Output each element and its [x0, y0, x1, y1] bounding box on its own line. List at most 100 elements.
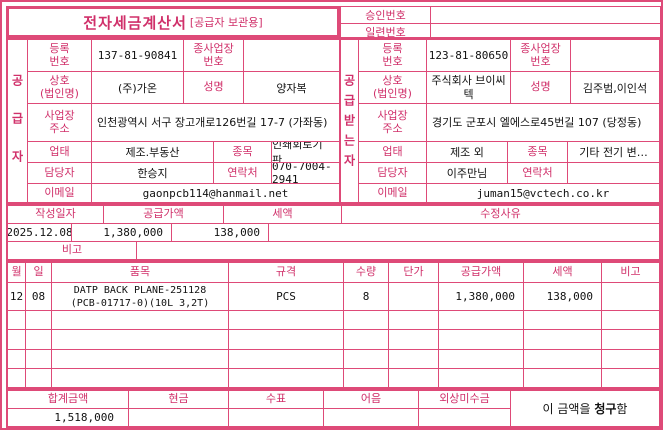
statement-prefix: 이 금액을 — [542, 402, 595, 416]
remark-value — [137, 242, 659, 259]
cash-label: 현금 — [129, 391, 229, 408]
buyer-address-label: 사업장 주소 — [359, 104, 427, 141]
col-note-label: 비고 — [620, 265, 641, 279]
supplier-biztype-label: 업태 — [28, 142, 92, 162]
header-band: 전자세금계산서 [공급자 보관용] 승인번호 일련번호 — [6, 6, 661, 40]
tax-amount-label: 세액 — [224, 206, 342, 223]
col-tax-label: 세액 — [524, 263, 602, 282]
buyer-biztype-label: 업태 — [359, 142, 427, 162]
item-day: 08 — [26, 283, 52, 310]
total-amount-value: 1,518,000 — [8, 409, 129, 426]
buyer-address-value: 경기도 군포시 엘에스로45번길 107 (당정동) — [432, 115, 642, 129]
summary-band: 작성일자 공급가액 세액 수정사유 2025.12.08 1,380,000 1… — [6, 204, 661, 261]
supplier-ceo-value: 양자복 — [276, 81, 307, 95]
buyer-bizitem-label: 종목 — [508, 142, 568, 162]
item-row-empty — [8, 311, 659, 331]
buyer-ceo-value: 김주범,이인석 — [582, 81, 648, 95]
supplier-name-row: 상호 (법인명) (주)가온 성명 양자복 — [28, 72, 339, 104]
approval-number-value — [431, 7, 660, 23]
item-row-empty — [8, 330, 659, 350]
item-name: DATP BACK PLANE-251128 (PCB-01717-0)(10L… — [52, 283, 229, 310]
approval-table: 승인번호 일련번호 — [340, 6, 661, 40]
summary-value-row: 2025.12.08 1,380,000 138,000 — [8, 224, 659, 242]
write-date-value: 2025.12.08 — [8, 224, 72, 241]
check-value — [229, 409, 324, 426]
supply-amount-value: 1,380,000 — [72, 224, 172, 241]
col-month-label: 월 — [8, 263, 26, 282]
supplier-name-label: 상호 (법인명) — [28, 72, 92, 103]
supplier-side-label: 공급자 — [8, 40, 28, 202]
col-supply-label: 공급가액 — [439, 263, 524, 282]
supplier-manager-value: 한승지 — [92, 163, 214, 183]
supplier-section: 공급자 등록 번호 137-81-90841 종사업장 번호 상호 (법인명) … — [8, 40, 341, 202]
supply-amount-label: 공급가액 — [104, 206, 224, 223]
buyer-manager-value: 이주만님 — [427, 163, 508, 183]
supplier-biztype-value: 제조.부동산 — [92, 142, 214, 162]
invoice-title-box: 전자세금계산서 [공급자 보관용] — [6, 6, 340, 38]
serial-number-label: 일련번호 — [341, 24, 431, 40]
buyer-side-label: 공급받는자 — [341, 40, 359, 202]
item-row-empty — [8, 349, 659, 369]
supplier-address-row: 사업장 주소 인천광역시 서구 장고개로126번길 17-7 (가좌동) — [28, 104, 339, 142]
revision-reason-label: 수정사유 — [480, 207, 521, 221]
buyer-reg-row: 등록 번호 123-81-80650 종사업장 번호 — [359, 40, 659, 72]
parties-band: 공급자 등록 번호 137-81-90841 종사업장 번호 상호 (법인명) … — [6, 38, 661, 204]
cash-value — [129, 409, 229, 426]
buyer-reg-value: 123-81-80650 — [427, 40, 511, 71]
item-spec: PCS — [229, 283, 344, 310]
supplier-email-row: 이메일 gaonpcb114@hanmail.net — [28, 184, 339, 202]
buyer-biztype-row: 업태 제조 외 종목 기타 전기 변… — [359, 142, 659, 163]
footer-band: 합계금액 현금 수표 어음 외상미수금 1,518,000 이 금액을 청구 함 — [6, 389, 661, 428]
buyer-section: 공급받는자 등록 번호 123-81-80650 종사업장 번호 상호 (법인명… — [341, 40, 659, 202]
statement-claim-word: 청구 — [594, 402, 617, 416]
col-qty-label: 수량 — [344, 263, 389, 282]
buyer-name-label: 상호 (법인명) — [359, 72, 427, 103]
credit-value — [419, 409, 510, 426]
buyer-subbiz-label: 종사업장 번호 — [511, 40, 571, 71]
buyer-biztype-value: 제조 외 — [427, 142, 508, 162]
item-row-empty — [8, 368, 659, 387]
footer-value-row: 1,518,000 — [8, 409, 510, 426]
buyer-phone-value — [568, 163, 659, 183]
supplier-address-label: 사업장 주소 — [28, 104, 92, 141]
supplier-bizitem-label: 종목 — [214, 142, 272, 162]
supplier-ceo-label: 성명 — [184, 72, 244, 103]
supplier-reg-value: 137-81-90841 — [92, 40, 184, 71]
invoice-title: 전자세금계산서 — [83, 13, 187, 32]
item-note — [602, 283, 659, 310]
supplier-phone-label: 연락처 — [214, 163, 272, 183]
item-supply: 1,380,000 — [439, 283, 524, 310]
supplier-name-value: (주)가온 — [92, 72, 184, 103]
remark-row: 비고 — [8, 242, 659, 259]
item-qty: 8 — [344, 283, 389, 310]
items-header-row: 월 일 품목 규격 수량 단가 공급가액 세액 비고 — [8, 263, 659, 283]
col-day-label: 일 — [26, 263, 52, 282]
buyer-email-label: 이메일 — [359, 184, 427, 202]
buyer-bizitem-value: 기타 전기 변… — [579, 146, 648, 159]
supplier-bizitem-value: 인쇄회로기판… — [272, 142, 323, 162]
supplier-email-label: 이메일 — [28, 184, 92, 202]
supplier-reg-label: 등록 번호 — [28, 40, 92, 71]
item-row: 12 08 DATP BACK PLANE-251128 (PCB-01717-… — [8, 283, 659, 311]
supplier-reg-row: 등록 번호 137-81-90841 종사업장 번호 — [28, 40, 339, 72]
item-month: 12 — [8, 283, 26, 310]
buyer-subbiz-value — [571, 40, 659, 71]
footer-header-row: 합계금액 현금 수표 어음 외상미수금 — [8, 391, 510, 409]
buyer-phone-label: 연락처 — [508, 163, 568, 183]
invoice-title-copy-type: [공급자 보관용] — [189, 16, 263, 29]
credit-label: 외상미수금 — [439, 392, 490, 406]
supplier-address-value: 인천광역시 서구 장고개로126번길 17-7 (가좌동) — [97, 115, 328, 129]
supplier-subbiz-label: 종사업장 번호 — [184, 40, 244, 71]
buyer-name-row: 상호 (법인명) 주식회사 브이씨텍 성명 김주범,이인석 — [359, 72, 659, 104]
buyer-ceo-label: 성명 — [511, 72, 571, 103]
summary-header-row: 작성일자 공급가액 세액 수정사유 — [8, 206, 659, 224]
buyer-email-value: juman15@vctech.co.kr — [476, 186, 610, 200]
supplier-email-value: gaonpcb114@hanmail.net — [142, 186, 289, 200]
bill-label: 어음 — [324, 391, 419, 408]
supplier-biztype-row: 업태 제조.부동산 종목 인쇄회로기판… — [28, 142, 339, 163]
col-unitprice-label: 단가 — [389, 263, 439, 282]
remark-label: 비고 — [8, 242, 137, 259]
statement-suffix: 함 — [616, 402, 628, 416]
total-amount-label: 합계금액 — [8, 391, 129, 408]
